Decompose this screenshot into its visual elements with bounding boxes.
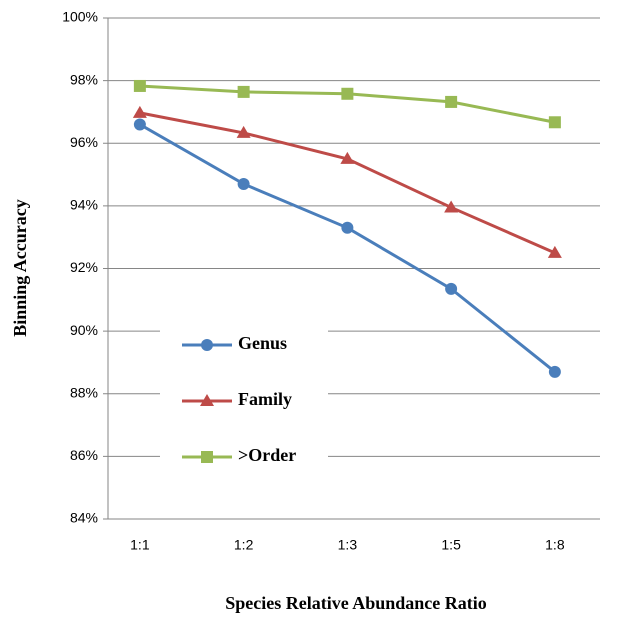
y-axis-title: Binning Accuracy <box>10 199 30 337</box>
data-point <box>237 177 250 190</box>
data-point <box>341 87 354 100</box>
x-tick-label: 1:1 <box>130 537 150 553</box>
x-axis-title: Species Relative Abundance Ratio <box>225 593 487 613</box>
legend-marker <box>201 451 213 463</box>
data-point <box>133 118 146 131</box>
data-point <box>237 85 250 98</box>
x-tick-label: 1:3 <box>338 537 358 553</box>
data-point <box>236 125 251 138</box>
y-tick-label: 90% <box>70 322 98 338</box>
data-point <box>132 105 147 118</box>
legend-marker <box>201 339 213 351</box>
y-tick-label: 86% <box>70 447 98 463</box>
y-tick-label: 92% <box>70 259 98 275</box>
legend-label: Genus <box>238 333 287 353</box>
y-tick-label: 88% <box>70 384 98 400</box>
data-point <box>547 245 562 258</box>
data-point <box>444 200 459 213</box>
legend-marker <box>200 394 214 406</box>
data-point <box>445 282 458 295</box>
x-tick-label: 1:5 <box>441 537 461 553</box>
data-point <box>548 116 561 129</box>
data-point <box>445 95 458 108</box>
y-tick-label: 84% <box>70 510 98 526</box>
y-tick-label: 100% <box>62 9 98 25</box>
y-tick-label: 96% <box>70 134 98 150</box>
legend-label: >Order <box>238 445 296 465</box>
y-tick-label: 98% <box>70 71 98 87</box>
data-point <box>133 79 146 92</box>
legend-label: Family <box>238 389 292 409</box>
data-point <box>548 365 561 378</box>
x-tick-label: 1:2 <box>234 537 254 553</box>
data-point <box>340 151 355 164</box>
data-point <box>341 221 354 234</box>
y-tick-label: 94% <box>70 197 98 213</box>
x-tick-label: 1:8 <box>545 537 565 553</box>
